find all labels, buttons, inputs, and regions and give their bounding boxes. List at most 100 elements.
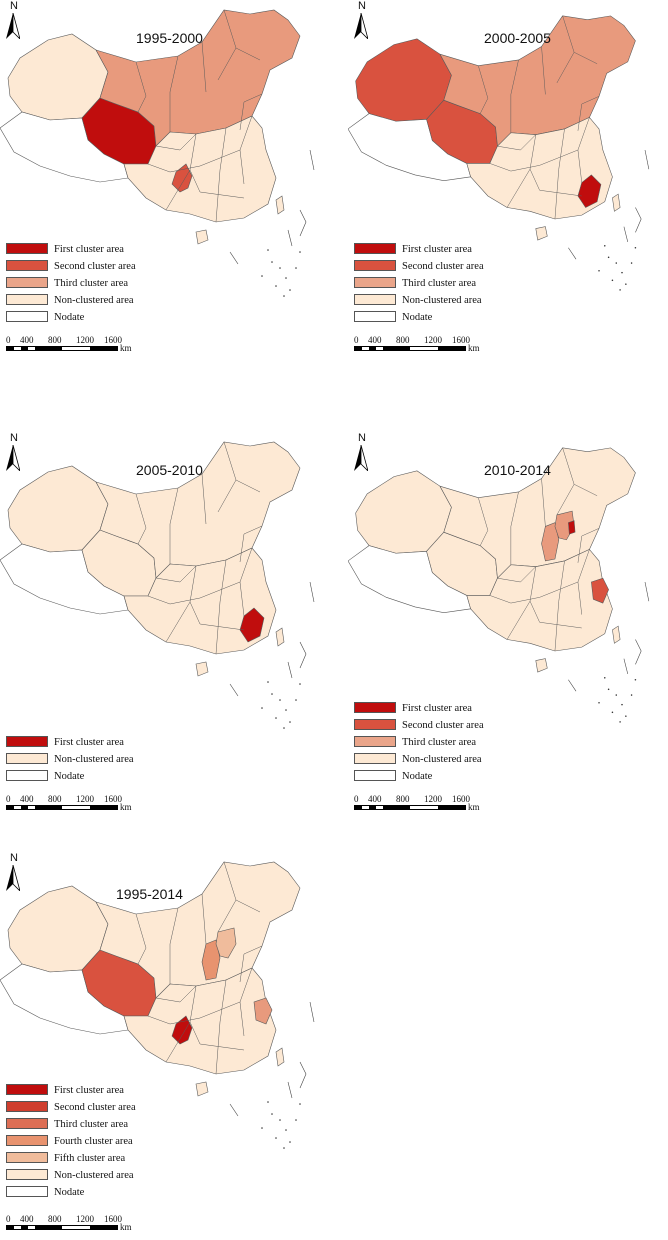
region-hainan — [195, 1081, 209, 1097]
maritime-line — [299, 641, 307, 669]
north-arrow: N — [6, 852, 28, 892]
island-dot — [283, 727, 285, 729]
legend-item: Nodate — [354, 770, 484, 787]
legend-label: Second cluster area — [402, 720, 484, 731]
scale-ticks: 0 400 800 1200 1600 — [6, 335, 146, 345]
island-dot — [267, 681, 269, 683]
island-dot — [607, 688, 610, 691]
scale-bar: 0 400 800 1200 1600 km — [354, 335, 514, 359]
china-map — [348, 15, 650, 291]
legend-item: Non-clustered area — [6, 294, 136, 311]
legend-label: Nodate — [54, 1187, 85, 1198]
china-map — [0, 9, 315, 297]
legend-item: Second cluster area — [6, 260, 136, 277]
legend-item: Non-clustered area — [354, 294, 484, 311]
island-dot — [285, 277, 287, 279]
island-dot — [295, 267, 297, 269]
island-dot — [289, 721, 291, 723]
legend-item: Non-clustered area — [354, 753, 484, 770]
north-letter: N — [358, 0, 366, 12]
maritime-line — [568, 247, 577, 260]
scale-tick-label: 1600 — [104, 794, 122, 804]
period-title: 2000-2005 — [484, 30, 551, 46]
scale-tick-label: 800 — [396, 794, 410, 804]
legend-label: Third cluster area — [402, 278, 477, 289]
scale-bar: 0 400 800 1200 1600 km — [6, 335, 166, 359]
island-dot — [285, 1129, 287, 1131]
province-boundary — [215, 559, 227, 655]
legend-item: Nodate — [6, 311, 136, 328]
province-boundary — [529, 169, 582, 197]
legend-item: Third cluster area — [354, 736, 484, 753]
province-boundary — [239, 525, 263, 563]
maritime-line — [287, 1081, 293, 1099]
scale-tick-label: 0 — [6, 1214, 11, 1224]
north-letter: N — [10, 852, 18, 864]
legend-label: Nodate — [54, 312, 85, 323]
legend-swatch — [354, 753, 396, 764]
legend-label: Non-clustered area — [402, 295, 482, 306]
legend-swatch — [354, 277, 396, 288]
legend-swatch — [354, 294, 396, 305]
island-dot — [261, 275, 263, 277]
province-boundary — [189, 601, 245, 631]
island-dot — [621, 271, 623, 274]
province-boundary — [135, 913, 147, 965]
period-title: 2005-2010 — [136, 462, 203, 478]
legend-label: Third cluster area — [402, 737, 477, 748]
province-boundary — [147, 1001, 241, 1025]
province-boundary — [497, 566, 536, 583]
maritime-line — [229, 251, 239, 265]
scale-tick-label: 800 — [396, 335, 410, 345]
region-hainan — [535, 226, 548, 241]
scale-tick-label: 1600 — [452, 335, 470, 345]
province-boundary — [577, 528, 600, 563]
scale-tick-label: 1200 — [76, 794, 94, 804]
island-dot — [261, 1127, 263, 1129]
province-boundary — [556, 484, 575, 516]
scale-unit: km — [120, 802, 132, 812]
scale-unit: km — [120, 1222, 132, 1232]
scale-tick-label: 1600 — [452, 794, 470, 804]
maritime-line — [229, 683, 239, 697]
island-dot — [611, 711, 614, 714]
scale-bar-graphic — [354, 346, 466, 351]
region-chongqing — [171, 163, 193, 193]
island-dot — [299, 1103, 301, 1105]
scale-ticks: 0 400 800 1200 1600 — [6, 794, 146, 804]
maritime-line — [299, 1061, 307, 1089]
region-shanxi — [541, 522, 560, 562]
legend-swatch — [354, 243, 396, 254]
legend-swatch — [6, 1084, 48, 1095]
maritime-line — [287, 229, 293, 247]
maritime-line — [229, 1103, 239, 1117]
legend-swatch — [6, 311, 48, 322]
province-boundary — [554, 560, 565, 652]
island-dot — [604, 245, 606, 247]
legend-label: Third cluster area — [54, 278, 129, 289]
region-shanxi — [201, 939, 221, 981]
province-boundary — [556, 52, 575, 84]
island-dot — [289, 1141, 291, 1143]
region-taiwan — [612, 625, 621, 644]
legend-swatch — [6, 1169, 48, 1180]
region-south — [123, 115, 277, 223]
legend-label: Second cluster area — [54, 261, 136, 272]
province-boundary — [155, 133, 197, 151]
north-letter: N — [10, 432, 18, 444]
province-boundary — [489, 149, 579, 172]
period-title: 1995-2014 — [116, 886, 183, 902]
map-legend: First cluster area Second cluster area Thi… — [6, 243, 136, 328]
legend-label: Nodate — [54, 771, 85, 782]
province-boundary — [189, 1021, 245, 1051]
legend-swatch — [6, 1135, 48, 1146]
scale-unit: km — [468, 802, 480, 812]
legend-swatch — [6, 277, 48, 288]
maritime-line — [623, 658, 629, 675]
region-tianjin — [568, 520, 576, 535]
province-boundary — [217, 47, 237, 81]
china-map — [0, 441, 315, 729]
north-letter: N — [358, 432, 366, 444]
province-boundary — [489, 581, 579, 604]
island-dot — [271, 261, 273, 263]
